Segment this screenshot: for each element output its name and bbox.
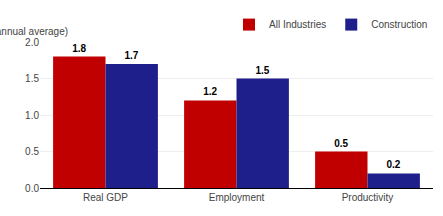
svg-text:Construction: Construction (371, 19, 427, 30)
svg-text:(%, annual average): (%, annual average) (0, 26, 68, 37)
svg-text:1.7: 1.7 (125, 50, 139, 61)
svg-text:Real GDP: Real GDP (83, 192, 128, 203)
svg-text:1.2: 1.2 (203, 86, 217, 97)
svg-text:0.0: 0.0 (25, 183, 39, 194)
svg-text:1.5: 1.5 (25, 73, 39, 84)
svg-text:Productivity: Productivity (342, 192, 394, 203)
svg-text:All Industries: All Industries (269, 19, 326, 30)
svg-text:0.5: 0.5 (25, 146, 39, 157)
svg-text:1.5: 1.5 (256, 65, 270, 76)
svg-text:1.8: 1.8 (72, 43, 86, 54)
svg-text:Employment: Employment (209, 192, 265, 203)
svg-text:2.0: 2.0 (25, 37, 39, 48)
svg-text:0.2: 0.2 (387, 159, 401, 170)
svg-text:0.5: 0.5 (334, 138, 348, 149)
svg-text:1.0: 1.0 (25, 110, 39, 121)
